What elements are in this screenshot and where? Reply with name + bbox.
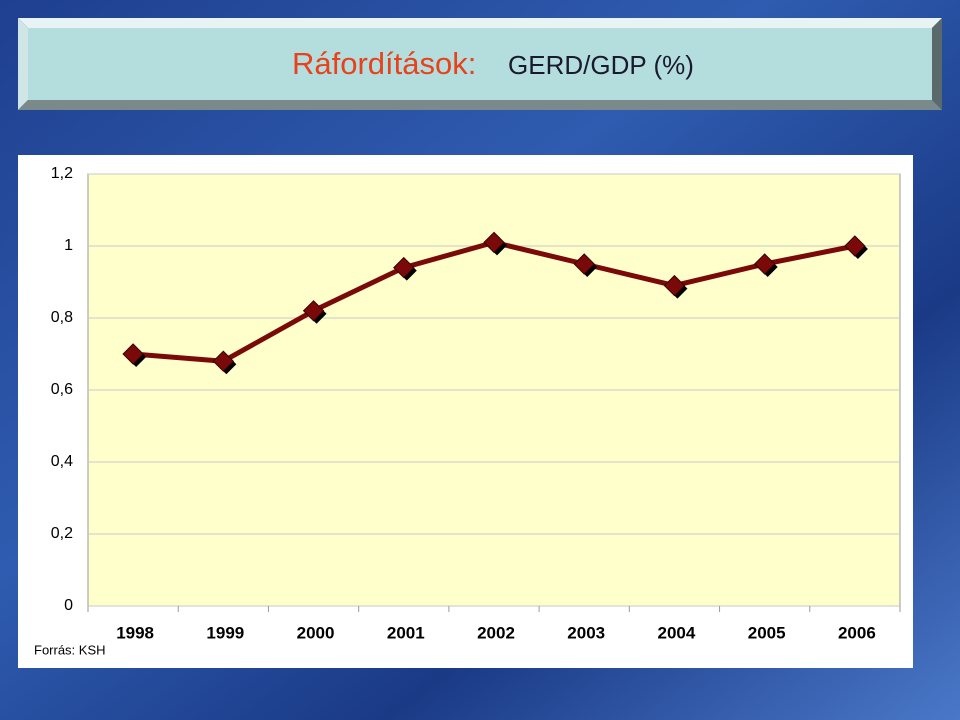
- x-tick-label: 2002: [477, 623, 515, 642]
- y-tick-label: 0: [64, 597, 73, 614]
- marker: [122, 343, 144, 365]
- x-tick-label: 2005: [748, 623, 786, 642]
- y-tick-label: 1: [64, 237, 73, 254]
- marker: [302, 300, 325, 322]
- marker: [393, 256, 415, 279]
- x-tick-label: 1998: [116, 623, 154, 642]
- y-tick-label: 1,2: [51, 165, 73, 182]
- plot: 0 0,2 0,4 0,6 0,8 1 1,2 1998 1999 2000 2001 2002 200…: [51, 165, 901, 642]
- x-tick-label: 2001: [387, 623, 425, 642]
- y-tick-label: 0,2: [51, 525, 73, 542]
- marker: [573, 253, 595, 275]
- y-tick-label: 0,4: [51, 453, 73, 470]
- y-tick-label: 0,6: [51, 381, 73, 398]
- chart-subtitle: GERD/GDP (%): [508, 50, 694, 80]
- title-box: [18, 18, 942, 110]
- x-tick-label: 2006: [838, 623, 876, 642]
- marker: [483, 231, 505, 254]
- y-tick-label: 0,8: [51, 309, 73, 326]
- x-tick-label: 2000: [297, 623, 335, 642]
- marker: [212, 350, 235, 372]
- marker: [844, 235, 866, 257]
- x-tick-label: 1999: [206, 623, 244, 642]
- x-tick-label: 2004: [658, 623, 696, 642]
- marker: [753, 253, 776, 275]
- source-note: Forrás: KSH: [34, 642, 106, 657]
- marker: [663, 274, 686, 297]
- x-tick-label: 2003: [567, 623, 605, 642]
- chart-title: Ráfordítások:: [292, 46, 476, 81]
